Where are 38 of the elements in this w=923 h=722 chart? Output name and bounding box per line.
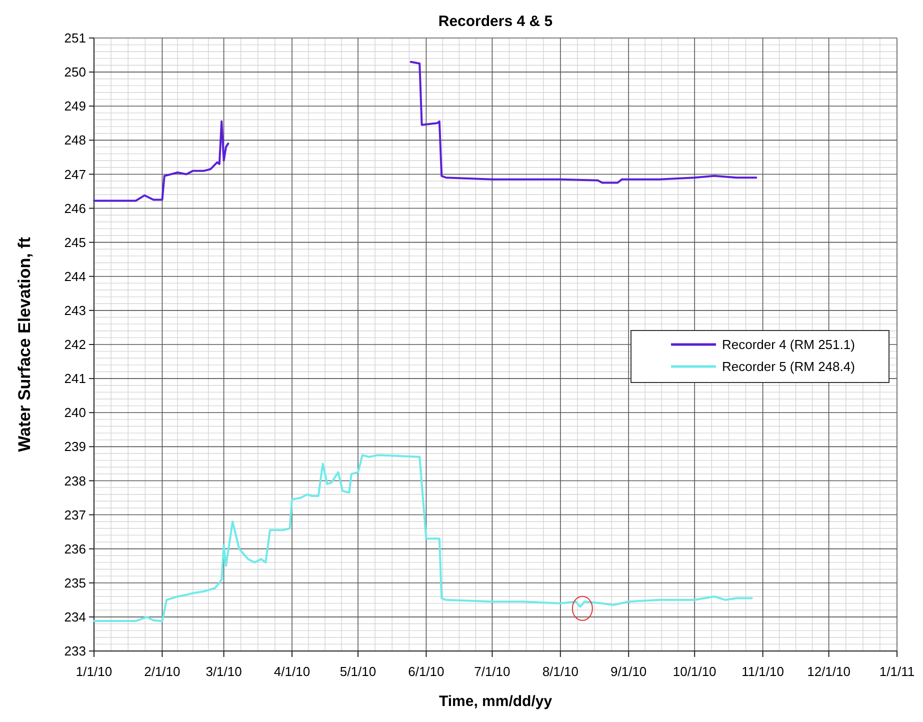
y-tick-label: 238 <box>64 473 86 488</box>
x-tick-label: 1/1/11 <box>879 664 915 679</box>
x-tick-label: 8/1/10 <box>542 664 578 679</box>
x-axis-title: Time, mm/dd/yy <box>438 693 553 710</box>
y-tick-label: 251 <box>64 30 86 46</box>
x-tick-label: 4/1/10 <box>274 664 310 679</box>
y-tick-label: 241 <box>64 371 86 386</box>
chart-title: Recorders 4 & 5 <box>438 13 553 30</box>
x-tick-label: 12/1/10 <box>807 664 850 679</box>
x-tick-label: 5/1/10 <box>340 664 376 679</box>
y-tick-label: 233 <box>64 644 86 659</box>
x-tick-label: 7/1/10 <box>474 664 510 679</box>
legend-label: Recorder 4 (RM 251.1) <box>722 337 855 352</box>
y-tick-label: 245 <box>64 234 86 250</box>
y-tick-label: 237 <box>64 507 86 522</box>
y-tick-label: 235 <box>64 575 86 590</box>
y-tick-label: 250 <box>64 64 86 80</box>
y-tick-label: 234 <box>64 609 86 624</box>
y-tick-label: 244 <box>64 268 86 284</box>
y-tick-label: 236 <box>64 541 86 556</box>
x-tick-label: 3/1/10 <box>206 664 242 679</box>
y-tick-label: 240 <box>64 405 86 420</box>
x-tick-label: 1/1/10 <box>76 664 112 679</box>
y-tick-label: 248 <box>64 132 86 148</box>
y-tick-label: 247 <box>64 166 86 182</box>
y-tick-label: 239 <box>64 439 86 454</box>
x-tick-label: 10/1/10 <box>672 664 716 679</box>
x-tick-label: 9/1/10 <box>610 664 647 679</box>
x-tick-label: 2/1/10 <box>144 664 180 679</box>
legend-label: Recorder 5 (RM 248.4) <box>722 359 855 374</box>
y-tick-label: 246 <box>64 200 86 216</box>
x-tick-label: 6/1/10 <box>408 664 444 679</box>
y-axis-title: Water Surface Elevation, ft <box>15 236 34 452</box>
line-series <box>93 454 753 622</box>
y-tick-label: 249 <box>64 98 86 114</box>
x-tick-label: 11/1/10 <box>742 664 784 679</box>
y-tick-label: 243 <box>64 302 86 318</box>
y-tick-label: 242 <box>64 337 86 352</box>
